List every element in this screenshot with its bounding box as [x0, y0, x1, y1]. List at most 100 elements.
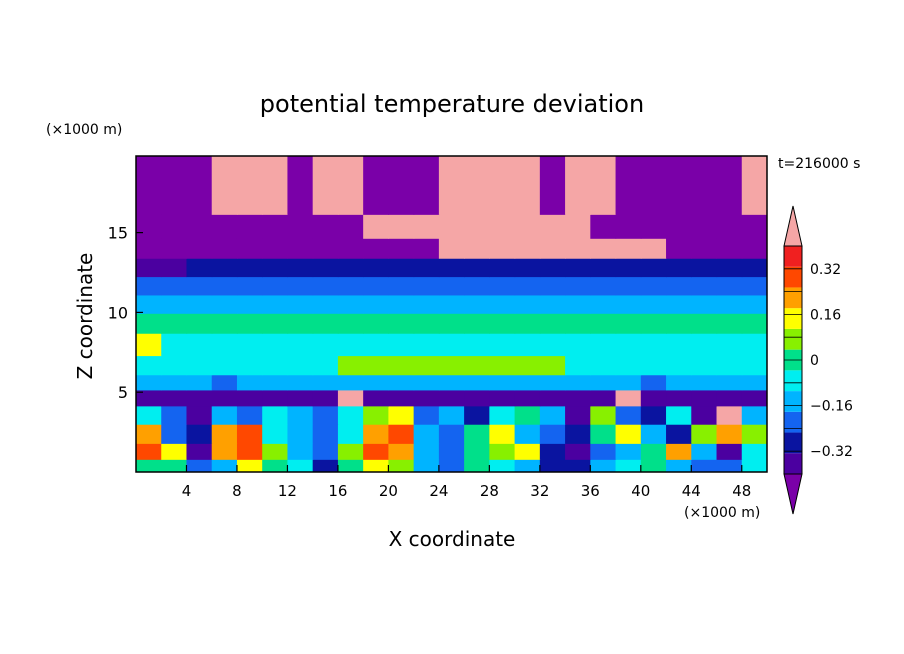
- heatmap-cell: [337, 238, 364, 259]
- heatmap-cell: [590, 294, 617, 314]
- heatmap-cell: [615, 276, 642, 296]
- heatmap-cell: [640, 294, 667, 314]
- heatmap-cell: [312, 355, 339, 376]
- heatmap-cell: [741, 238, 767, 259]
- heatmap-cell: [741, 313, 767, 334]
- heatmap-cell: [565, 424, 591, 444]
- x-tick-label: 20: [379, 482, 398, 500]
- heatmap-cell: [741, 405, 767, 425]
- heatmap-cell: [615, 355, 642, 376]
- heatmap-cell: [388, 459, 415, 472]
- heatmap-cell: [161, 424, 188, 444]
- heatmap-cell: [312, 389, 339, 407]
- heatmap-cell: [741, 389, 767, 407]
- heatmap-cell: [136, 156, 162, 215]
- heatmap-cell: [262, 313, 289, 334]
- heatmap-cell: [388, 214, 415, 239]
- heatmap-cell: [337, 355, 364, 376]
- chart-title: potential temperature deviation: [260, 90, 644, 118]
- heatmap-cell: [590, 374, 617, 391]
- heatmap-cell: [489, 214, 516, 239]
- heatmap-cell: [236, 313, 263, 334]
- heatmap-cell: [514, 443, 541, 460]
- heatmap-cell: [741, 355, 767, 376]
- heatmap-cell: [363, 313, 389, 334]
- heatmap-cell: [666, 424, 692, 444]
- heatmap-cell: [514, 405, 541, 425]
- heatmap-cell: [262, 258, 289, 278]
- colorbar-segment: [784, 370, 802, 392]
- x-tick-label: 16: [328, 482, 347, 500]
- heatmap-cell: [211, 313, 238, 334]
- heatmap-cell: [388, 313, 415, 334]
- heatmap-cell: [363, 355, 389, 376]
- heatmap-cell: [312, 374, 339, 391]
- heatmap-cell: [136, 294, 162, 314]
- heatmap-cell: [539, 374, 566, 391]
- heatmap-cell: [489, 294, 516, 314]
- heatmap-cell: [363, 294, 389, 314]
- heatmap-cell: [438, 459, 465, 472]
- heatmap-cell: [691, 355, 718, 376]
- heatmap-cell: [388, 424, 415, 444]
- heatmap-cell: [136, 424, 162, 444]
- heatmap-cell: [489, 374, 516, 391]
- heatmap-cell: [312, 459, 339, 472]
- heatmap-cell: [363, 459, 389, 472]
- heatmap-cell: [666, 459, 692, 472]
- heatmap-cell: [287, 238, 314, 259]
- heatmap-cell: [186, 389, 213, 407]
- heatmap-cell: [615, 405, 642, 425]
- heatmap-cell: [691, 313, 718, 334]
- heatmap-cell: [489, 333, 516, 357]
- heatmap-cell: [438, 333, 465, 357]
- heatmap-cell: [514, 355, 541, 376]
- heatmap-cell: [691, 294, 718, 314]
- heatmap-cell: [640, 313, 667, 334]
- heatmap-cell: [514, 389, 541, 407]
- heatmap-cell: [716, 389, 743, 407]
- heatmap-cell: [413, 276, 440, 296]
- heatmap-cell: [438, 214, 465, 239]
- heatmap-cell: [236, 355, 263, 376]
- colorbar-tick-label: −0.16: [810, 399, 853, 415]
- heatmap-cell: [262, 238, 289, 259]
- heatmap-cell: [136, 459, 162, 472]
- heatmap-cell: [716, 214, 743, 239]
- heatmap-cell: [136, 276, 162, 296]
- heatmap-cell: [666, 389, 692, 407]
- heatmap-cell: [438, 405, 465, 425]
- colorbar-segment: [784, 287, 802, 309]
- heatmap-cell: [136, 333, 162, 357]
- heatmap-cell: [615, 459, 642, 472]
- heatmap-cell: [136, 443, 162, 460]
- heatmap-cell: [615, 424, 642, 444]
- x-tick-label: 28: [480, 482, 499, 500]
- heatmap-cell: [590, 333, 617, 357]
- heatmap-cell: [136, 258, 162, 278]
- heatmap-cell: [539, 333, 566, 357]
- heatmap-cell: [489, 405, 516, 425]
- heatmap-cell: [691, 214, 718, 239]
- heatmap-cell: [388, 443, 415, 460]
- heatmap-cell: [565, 459, 591, 472]
- heatmap-cell: [489, 258, 516, 278]
- heatmap-cell: [337, 156, 364, 215]
- heatmap-cell: [640, 156, 667, 215]
- heatmap-cell: [236, 424, 263, 444]
- heatmap-cell: [716, 443, 743, 460]
- heatmap-cell: [211, 214, 238, 239]
- heatmap-cell: [666, 156, 692, 215]
- heatmap-cell: [236, 238, 263, 259]
- heatmap-cell: [136, 374, 162, 391]
- heatmap-cell: [413, 156, 440, 215]
- heatmap-cell: [211, 405, 238, 425]
- heatmap-cell: [186, 238, 213, 259]
- heatmap-cell: [464, 294, 490, 314]
- heatmap-cell: [716, 355, 743, 376]
- heatmap-cell: [438, 389, 465, 407]
- heatmap-cell: [691, 374, 718, 391]
- heatmap-cell: [464, 355, 490, 376]
- colorbar: [783, 205, 803, 515]
- heatmap-cell: [161, 374, 188, 391]
